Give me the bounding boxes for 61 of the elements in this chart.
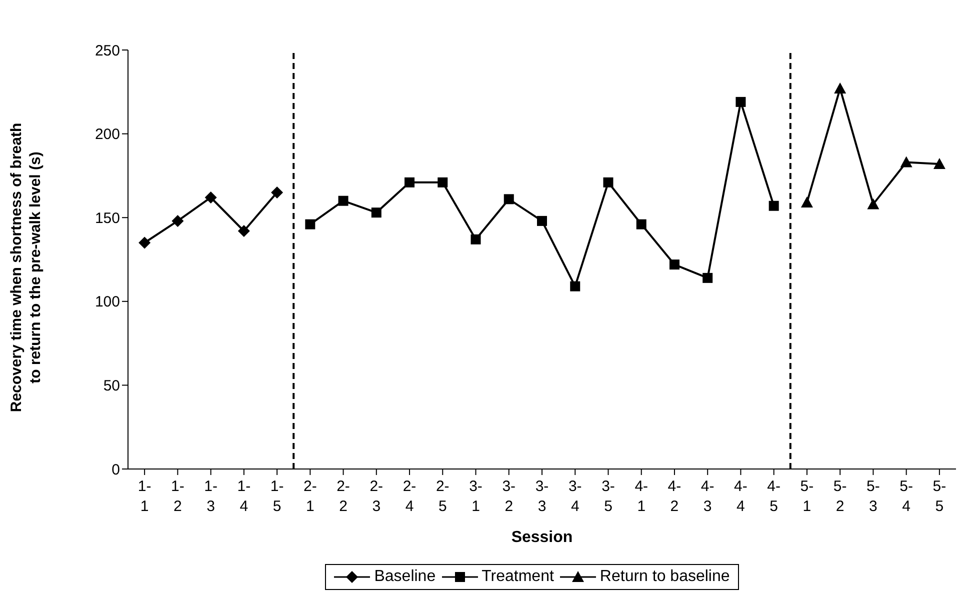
x-tick-label: 4-3	[700, 478, 714, 515]
x-tick-label: 1-5	[270, 478, 284, 515]
x-tick-label: 5-4	[900, 478, 913, 515]
point	[603, 177, 614, 188]
x-tick-label: 3-5	[602, 478, 615, 515]
x-tick-label: 4-5	[767, 478, 781, 515]
x-tick-label: 1-4	[237, 478, 251, 515]
x-tick-label: 5-1	[800, 478, 814, 515]
x-tick-label: 3-4	[568, 478, 582, 515]
point	[204, 191, 217, 204]
point	[636, 219, 646, 230]
point	[900, 156, 912, 168]
x-tick-label: 4-4	[734, 478, 748, 515]
point	[404, 177, 415, 188]
y-tick-label: 100	[94, 294, 120, 311]
y-tick-label: 200	[94, 126, 120, 144]
point	[570, 281, 580, 292]
point	[238, 225, 250, 238]
x-tick-label: 4-1	[634, 478, 648, 515]
point	[768, 200, 779, 211]
x-tick-label: 4-2	[668, 478, 682, 515]
point	[537, 216, 547, 226]
x-tick-label: 5-3	[866, 478, 880, 515]
x-tick-label: 5-2	[833, 478, 847, 515]
x-tick-label: 1-2	[171, 478, 184, 515]
x-tick-label: 3-3	[535, 478, 549, 515]
y-tick-label: 150	[94, 210, 120, 227]
point	[800, 196, 813, 208]
x-tick-label: 2-1	[303, 478, 317, 515]
point	[172, 214, 184, 227]
point	[438, 177, 448, 188]
x-tick-label: 2-3	[370, 478, 384, 515]
x-tick-label: 3-1	[469, 478, 482, 515]
point	[834, 82, 846, 94]
x-axis-title: Session	[511, 529, 573, 546]
x-tick-label: 2-2	[336, 478, 350, 515]
y-axis-title: Recovery time when shortness of breath to return to the pre-walk level (s)	[8, 122, 44, 412]
point	[736, 96, 746, 107]
x-tick-label: 2-4	[402, 478, 416, 515]
y-tick-label: 50	[103, 378, 120, 395]
point	[669, 260, 680, 270]
point	[138, 236, 151, 249]
point	[470, 234, 481, 244]
x-tick-label: 1-3	[204, 478, 218, 515]
point	[371, 208, 382, 218]
point	[504, 194, 514, 204]
x-tick-label: 1-1	[138, 478, 152, 515]
x-tick-label: 2-5	[436, 478, 450, 515]
point	[271, 186, 284, 198]
legend-label: Treatment	[482, 568, 554, 586]
point	[338, 196, 348, 206]
y-tick-label: 250	[94, 42, 120, 60]
point	[305, 219, 316, 230]
point	[702, 272, 713, 283]
y-tick-label: 0	[112, 461, 120, 478]
legend-label: Return to baseline	[600, 568, 730, 586]
x-tick-label: 5-5	[932, 478, 946, 515]
x-tick-label: 3-2	[502, 478, 516, 515]
point	[933, 158, 946, 169]
point	[867, 198, 880, 210]
legend-label: Baseline	[374, 568, 436, 586]
